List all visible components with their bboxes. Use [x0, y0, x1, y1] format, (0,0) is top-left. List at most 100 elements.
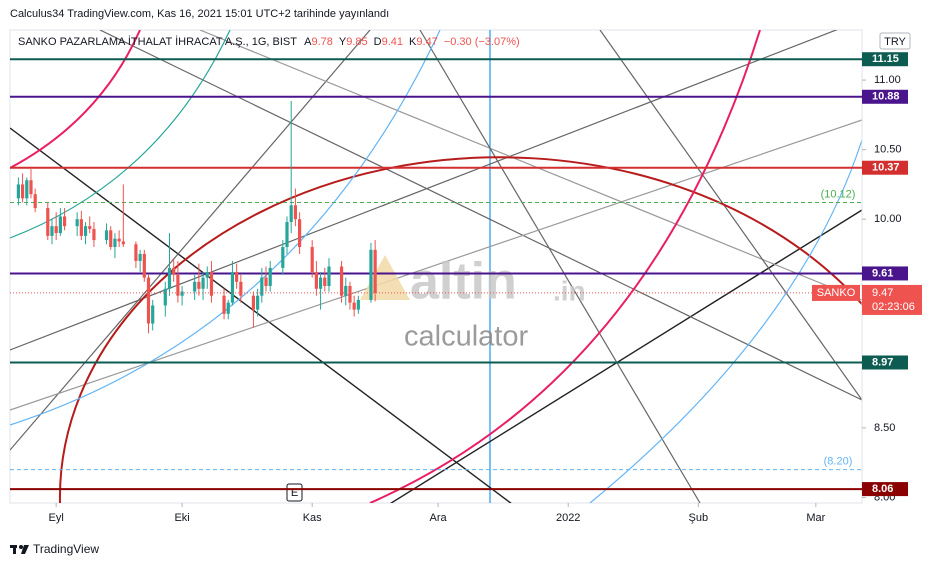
level-label: 9.61 [872, 267, 893, 279]
x-tick-label: Şub [689, 512, 709, 524]
footer-logo [10, 545, 29, 554]
candle-body [348, 285, 352, 303]
candle-body [142, 253, 146, 278]
candle-body [285, 221, 289, 248]
y-tick-label: 8.50 [874, 422, 895, 434]
currency-box [879, 32, 911, 50]
candle-body [109, 230, 113, 248]
candle-body [209, 272, 214, 296]
candle-body [323, 277, 327, 286]
candle-body [121, 241, 125, 245]
countdown: 02:23:06 [872, 301, 915, 313]
candle-body [163, 288, 167, 306]
x-tick-label: Eyl [49, 512, 64, 524]
candle-body [83, 226, 88, 236]
candle-body [256, 295, 260, 310]
candle-body [289, 205, 293, 222]
gann-arc [10, 30, 141, 169]
y-tick-label: 10.00 [874, 213, 902, 225]
candle-body [251, 295, 256, 310]
candle-body [25, 180, 29, 199]
candle-body [339, 266, 344, 296]
candle-body [33, 194, 37, 209]
ohlc-letter: A [304, 36, 312, 48]
ohlc-letter: D [374, 36, 382, 48]
symbol-tag-box [812, 284, 860, 301]
level-label: 10.37 [872, 162, 900, 174]
plot-area [9, 29, 863, 504]
candle-body [134, 244, 138, 261]
ohlc-value: 9.85 [346, 36, 367, 48]
published-note: Calculus34 TradingView.com, Kas 16, 2021… [10, 8, 389, 20]
x-tick-label: 2022 [556, 512, 580, 524]
gann-arc [369, 30, 761, 503]
candle-body [180, 291, 184, 296]
ohlc-value: 9.78 [311, 36, 332, 48]
candle-body [201, 277, 205, 289]
candle-body [16, 184, 20, 199]
level-label: (8.20) [824, 456, 853, 468]
candle-body [310, 247, 314, 273]
watermark-brand: altin [410, 253, 517, 311]
candle-body [172, 267, 176, 275]
watermark-tld: .in [553, 275, 586, 306]
fan-line [10, 30, 371, 451]
levels [10, 58, 862, 491]
level-label-box [862, 482, 908, 497]
candle-body [167, 267, 172, 289]
fan-line [199, 30, 862, 301]
candle-body [373, 249, 377, 293]
y-tick-label: 11.00 [874, 74, 901, 86]
candle-body [205, 272, 209, 278]
candle-body [327, 266, 331, 286]
level-label-box [862, 355, 908, 370]
candle-body [239, 281, 243, 296]
fan-line [389, 209, 862, 503]
candle-body [352, 302, 356, 310]
y-tick-label: 10.50 [874, 144, 902, 156]
candle-body [297, 219, 302, 248]
level-label: (10.12) [821, 188, 856, 200]
candle-body [138, 253, 142, 261]
x-tick-label: Eki [174, 512, 189, 524]
fan-line [99, 30, 862, 401]
footer-brand: TradingView [33, 542, 99, 556]
candle-body [230, 272, 235, 303]
candle-body [50, 226, 54, 236]
candle-body [268, 267, 272, 286]
x-tick-label: Kas [303, 512, 322, 524]
x-tick-label: Mar [806, 512, 825, 524]
candle-body [260, 277, 264, 296]
candle-body [46, 208, 50, 236]
level-label-box [862, 160, 908, 175]
watermark: altin .in calculator [360, 253, 586, 353]
price-label-box [862, 284, 922, 315]
currency: TRY [884, 36, 906, 48]
candle-body [235, 272, 239, 282]
event-marker-label: E [291, 487, 298, 499]
fan-line [10, 30, 838, 351]
level-label: 11.15 [872, 53, 899, 65]
candle-body [104, 230, 109, 241]
candle-body [20, 184, 25, 199]
level-label-box [862, 52, 908, 67]
symbol: SANKO PAZARLAMA İTHALAT İHRACAT A.Ş., 1G… [18, 35, 297, 48]
level-label: 8.06 [872, 483, 893, 495]
candle-body [58, 216, 62, 234]
candle-body [92, 228, 96, 241]
candle-body [193, 281, 197, 292]
candle-body [79, 219, 83, 236]
symbol-tag: SANKO [817, 287, 856, 299]
candle-body [176, 274, 180, 296]
candle-body [29, 180, 33, 195]
candle-body [318, 277, 323, 289]
candle-body [117, 238, 121, 242]
candle-body [264, 277, 268, 286]
candle-body [356, 299, 360, 310]
candle-body [344, 285, 348, 296]
fan-line [419, 30, 701, 503]
level-label-box [862, 266, 908, 281]
candle-body [75, 219, 79, 227]
candle-body [369, 249, 373, 300]
